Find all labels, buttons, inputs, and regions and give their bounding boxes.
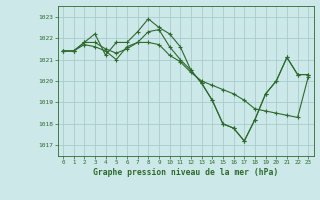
X-axis label: Graphe pression niveau de la mer (hPa): Graphe pression niveau de la mer (hPa) [93,168,278,177]
